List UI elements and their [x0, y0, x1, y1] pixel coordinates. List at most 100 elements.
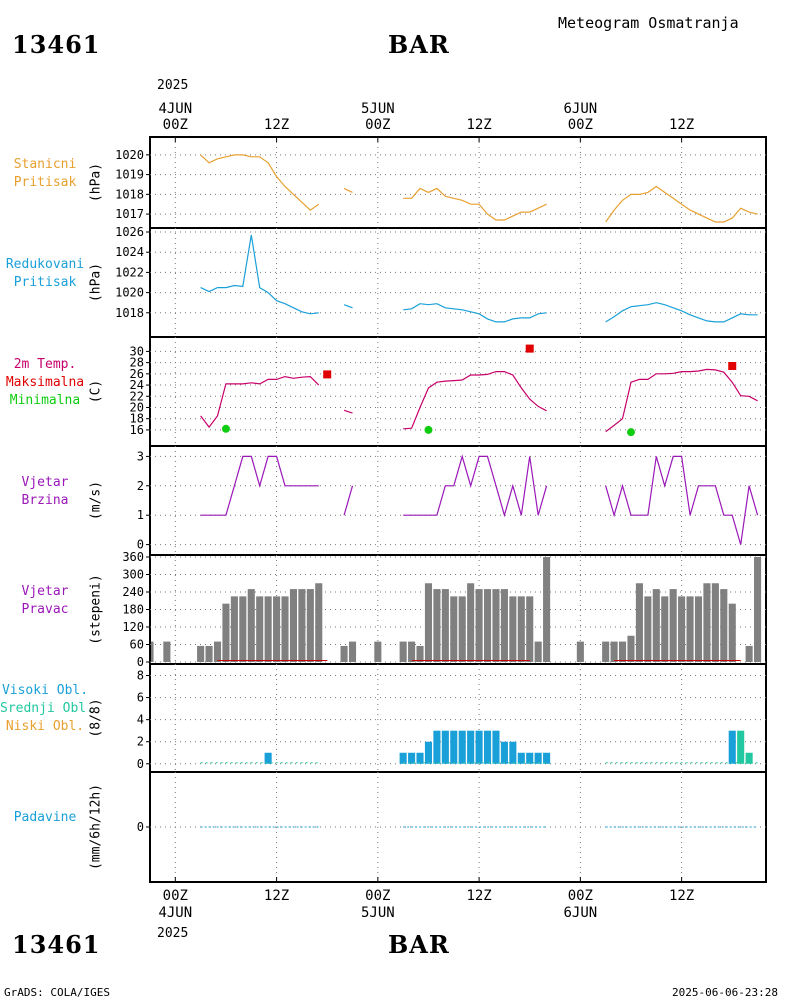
credit-label: GrADS: COLA/IGES: [4, 986, 110, 999]
series-line-wind_speed: [605, 455, 759, 545]
series-line-wind_speed: [403, 454, 548, 518]
wind-dir-bar: [306, 589, 314, 662]
panel-label-wind_speed: Brzina: [21, 492, 69, 508]
cloud-bar-visokiobl: [416, 752, 424, 764]
cloud-bar-visokiobl: [408, 752, 416, 764]
cloud-bar-visokiobl: [492, 730, 500, 764]
cloud-bar-visokiobl: [475, 730, 483, 764]
ytick-label-temperature: 22: [130, 389, 144, 403]
wind-dir-bar: [517, 596, 525, 662]
wind-dir-bar: [543, 557, 551, 662]
wind-dir-bar: [610, 641, 618, 662]
station-id: 13461: [12, 30, 101, 59]
ytick-label-cloud_cover: 2: [137, 735, 144, 749]
max-temp-marker: [323, 370, 332, 379]
panel-label-cloud_cover: Srednji Obl.: [0, 701, 94, 716]
cloud-bar-visokiobl: [728, 730, 736, 764]
series-line-station_pressure: [200, 154, 320, 211]
time-label-bottom: 12Z: [264, 888, 289, 904]
max-temp-marker: [728, 361, 737, 370]
wind-dir-bar: [315, 583, 323, 662]
ytick-label-temperature: 24: [130, 378, 144, 392]
time-label-top: 6JUN: [563, 101, 597, 117]
wind-dir-bar: [492, 589, 500, 662]
ytick-label-temperature: 26: [130, 367, 144, 381]
ytick-label-cloud_cover: 4: [137, 713, 144, 727]
wind-dir-bar: [450, 596, 458, 662]
time-label-bottom: 12Z: [669, 888, 694, 904]
ytick-label-reduced_pressure: 1022: [115, 265, 144, 279]
wind-dir-bar: [678, 596, 686, 662]
panel-label-cloud_cover: Visoki Obl.: [1, 683, 89, 698]
wind-dir-bar: [416, 645, 424, 662]
ytick-label-wind_speed: 1: [137, 508, 144, 522]
series-line-reduced_pressure: [403, 303, 547, 323]
panel-label-precipitation: Padavine: [13, 810, 77, 825]
wind-dir-bar: [399, 641, 407, 662]
panel-label-wind_speed: Vjetar: [21, 474, 69, 490]
time-label-bottom: 4JUN: [158, 905, 192, 921]
cloud-bar-visokiobl: [399, 752, 407, 764]
ytick-label-wind_direction: 60: [130, 638, 144, 652]
wind-dir-bar: [745, 645, 753, 662]
time-label-top: 00Z: [365, 117, 390, 133]
ylabel-wind_speed: (m/s): [89, 481, 104, 520]
ytick-label-temperature: 30: [130, 344, 144, 358]
wind-dir-bar: [256, 596, 264, 662]
wind-dir-bar: [433, 589, 441, 662]
series-line-reduced_pressure: [343, 304, 353, 309]
cloud-bar-srednjiobl: [737, 730, 745, 764]
wind-dir-bar: [686, 596, 694, 662]
ytick-label-wind_direction: 300: [122, 568, 144, 582]
wind-dir-bar: [669, 589, 677, 662]
panel-frame-cloud_cover: [149, 663, 767, 773]
wind-dir-bar: [475, 589, 483, 662]
cloud-bar-visokiobl: [543, 752, 551, 764]
panel-label-reduced_pressure: Redukovani: [5, 256, 85, 272]
ytick-label-wind_speed: 2: [137, 479, 144, 493]
panel-label-wind_direction: Vjetar: [21, 583, 69, 599]
time-label-top: 12Z: [264, 117, 289, 133]
min-temp-marker: [221, 424, 230, 433]
wind-dir-bar: [281, 596, 289, 662]
panel-frame-wind_speed: [149, 445, 767, 556]
wind-dir-bar: [483, 589, 492, 662]
cloud-bar-visokiobl: [467, 730, 475, 764]
time-label-top: 4JUN: [158, 101, 192, 117]
wind-dir-bar: [230, 596, 238, 662]
ytick-label-temperature: 16: [130, 423, 144, 437]
cloud-bar-visokiobl: [509, 741, 517, 764]
wind-dir-bar: [213, 641, 222, 662]
wind-dir-bar: [467, 583, 475, 662]
series-line-station_pressure: [343, 187, 353, 193]
ytick-label-precipitation: 0: [137, 820, 144, 834]
wind-dir-bar: [661, 596, 669, 662]
cloud-bar-srednjiobl: [745, 752, 753, 764]
cloud-bar-visokiobl: [441, 730, 449, 764]
wind-dir-bar: [424, 583, 433, 662]
cloud-bar-visokiobl: [424, 741, 433, 764]
wind-dir-bar: [711, 583, 719, 662]
wind-dir-bar: [151, 641, 154, 662]
panel-frame-station_pressure: [149, 136, 767, 229]
panel-label-station_pressure: Stanicni: [13, 156, 77, 172]
station-name-footer: BAR: [388, 930, 450, 959]
ytick-label-station_pressure: 1017: [115, 207, 144, 221]
ytick-label-wind_direction: 360: [122, 550, 144, 564]
wind-dir-bar: [754, 557, 762, 662]
panel-label-reduced_pressure: Pritisak: [13, 274, 77, 290]
wind-dir-bar: [163, 641, 171, 662]
time-label-bottom: 5JUN: [361, 905, 395, 921]
ytick-label-wind_direction: 180: [122, 603, 144, 617]
ylabel-wind_direction: (stepeni): [89, 574, 104, 644]
wind-dir-bar: [458, 596, 466, 662]
station-id-footer: 13461: [12, 930, 101, 959]
cloud-bar-visokiobl: [483, 730, 492, 764]
wind-dir-bar: [273, 596, 281, 662]
wind-dir-bar: [509, 596, 517, 662]
product-title: Meteogram Osmatranja: [558, 14, 739, 32]
series-line-wind_speed: [343, 485, 354, 516]
panel-frame-temperature: [149, 336, 767, 447]
panel-label-station_pressure: Pritisak: [13, 174, 77, 190]
